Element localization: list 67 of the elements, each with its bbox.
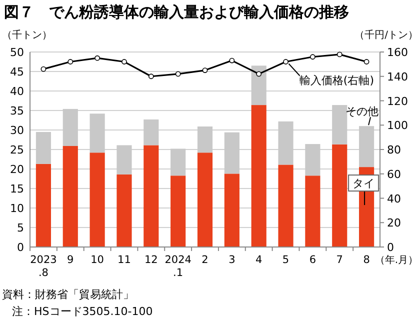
series-label: タイ — [352, 177, 375, 190]
point — [68, 59, 74, 64]
bar — [36, 164, 51, 247]
bar — [224, 174, 240, 247]
bar — [332, 144, 348, 247]
x-axis-title: （年.月） — [374, 254, 418, 266]
bar — [90, 152, 105, 247]
y-tick-label: 45 — [10, 66, 24, 78]
x-tick-label: 10 — [90, 254, 104, 266]
y2-tick-label: 20 — [387, 216, 401, 230]
y-tick-label: 15 — [10, 182, 24, 196]
x-tick-label: 5 — [282, 254, 290, 266]
y-axis-title: （千トン） — [2, 29, 52, 41]
y-tick-label: 10 — [10, 202, 24, 215]
x-tick-label: 4 — [256, 254, 262, 266]
point — [94, 55, 100, 61]
x-tick-label: 12 — [144, 254, 158, 266]
bar — [62, 146, 78, 247]
point — [283, 59, 288, 64]
bar — [144, 145, 159, 247]
point — [364, 59, 370, 64]
bar — [170, 176, 186, 247]
y-tick-label: 35 — [10, 104, 24, 118]
y-tick-label: 0 — [17, 241, 24, 254]
point — [122, 59, 127, 64]
x-tick-label: 6 — [309, 254, 316, 266]
y-tick-label: 20 — [10, 163, 24, 176]
point — [40, 66, 46, 72]
x-tick-label: 8 — [363, 254, 370, 266]
point — [175, 71, 181, 77]
y2-tick-label: 140 — [387, 70, 408, 84]
series-label: その他 — [346, 105, 379, 118]
y-tick-label: 30 — [10, 124, 24, 137]
text: 資料：財務省「貿易統計」 — [2, 288, 134, 301]
legend-label: 輸入価格(右軸) — [299, 74, 374, 87]
bar — [278, 164, 294, 247]
bar — [251, 105, 266, 247]
point — [256, 71, 262, 77]
point — [202, 68, 208, 73]
point — [148, 74, 154, 80]
y-tick-label: 40 — [10, 85, 24, 98]
bar — [197, 152, 213, 247]
y2-tick-label: 60 — [387, 168, 401, 181]
y2-tick-label: 120 — [387, 94, 408, 108]
x-tick-label: 2023 .8 — [30, 254, 57, 279]
y2-tick-label: 40 — [387, 192, 401, 206]
y2-axis-title: （千円/トン） — [354, 29, 418, 41]
y2-tick-label: 0 — [387, 241, 394, 254]
y2-tick-label: 100 — [387, 119, 408, 132]
point — [336, 52, 342, 58]
x-tick-label: 2 — [202, 254, 208, 266]
point — [229, 58, 235, 64]
y2-tick-label: 80 — [387, 144, 401, 156]
x-tick-label: 3 — [228, 254, 236, 266]
x-tick-label: 2024 .1 — [164, 254, 192, 279]
x-tick-label: 11 — [118, 254, 131, 266]
y-tick-label: 50 — [10, 46, 24, 59]
x-tick-label: 7 — [336, 254, 343, 266]
y2-tick-label: 160 — [387, 46, 408, 59]
bar — [116, 174, 132, 247]
bar — [305, 176, 320, 247]
y-tick-label: 25 — [10, 144, 24, 156]
x-tick-label: 9 — [67, 254, 74, 266]
text: 注：HSコード3505.10-100 — [12, 305, 153, 318]
y-tick-label: 5 — [17, 222, 24, 234]
chart-title: 図７ でん粉誘導体の輸入量および輸入価格の推移 — [4, 3, 349, 21]
point — [310, 54, 316, 60]
